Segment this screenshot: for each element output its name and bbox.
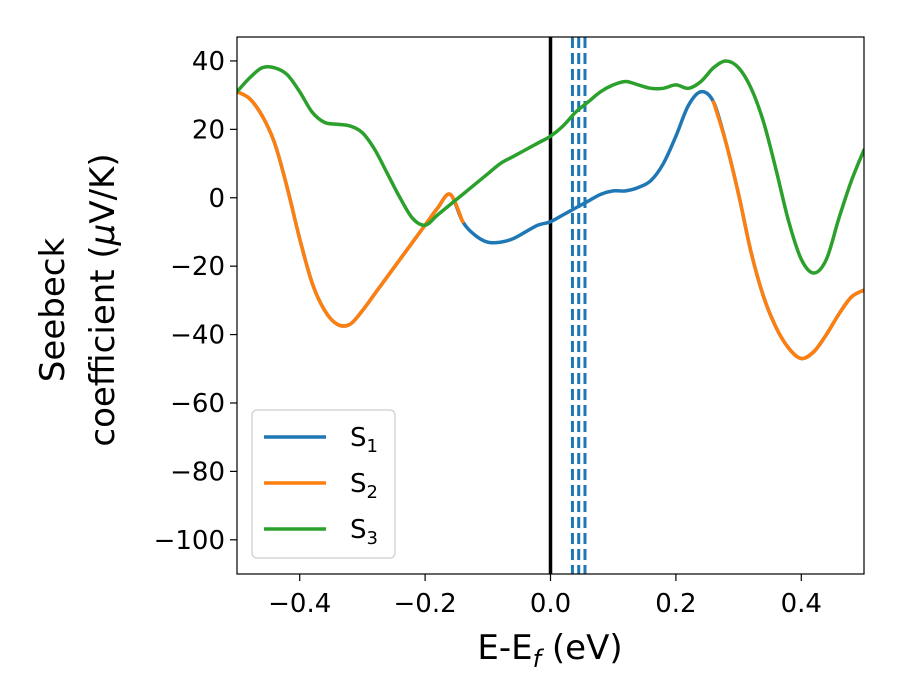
y-tick-label: −40 xyxy=(170,321,225,351)
x-tick-label: 0.4 xyxy=(781,589,822,619)
x-tick-label: 0.0 xyxy=(530,589,571,619)
vertical-lines xyxy=(548,37,587,574)
series-line-s2-part2 xyxy=(711,100,864,361)
x-tick-label: −0.2 xyxy=(394,589,457,619)
x-tick-label: −0.4 xyxy=(268,589,331,619)
series-line-s3 xyxy=(237,59,864,275)
y-tick-label: 20 xyxy=(192,115,225,145)
x-tick-label: 0.2 xyxy=(655,589,696,619)
y-axis-title-line2: coefficient (μV/K) xyxy=(83,153,123,446)
legend-label-s1: S1 xyxy=(350,423,378,457)
legend: S1 S2 S3 xyxy=(251,409,396,559)
y-axis-title-line1: Seebeck xyxy=(33,238,73,383)
y-tick-label: 40 xyxy=(192,47,225,77)
legend-label-s2: S2 xyxy=(350,469,378,503)
y-tick-label: −100 xyxy=(154,526,225,556)
x-axis-ticks: −0.4 −0.2 0.0 0.2 0.4 xyxy=(268,574,822,619)
x-axis-title: E-Ef (eV) xyxy=(477,628,622,673)
y-axis-ticks: 40 20 0 −20 −40 −60 −80 −100 xyxy=(154,47,237,556)
y-tick-label: −60 xyxy=(170,389,225,419)
legend-label-s3: S3 xyxy=(350,515,378,549)
y-tick-label: −80 xyxy=(170,457,225,487)
y-tick-label: 0 xyxy=(208,184,225,214)
y-tick-label: −20 xyxy=(170,252,225,282)
series-lines xyxy=(237,59,864,361)
